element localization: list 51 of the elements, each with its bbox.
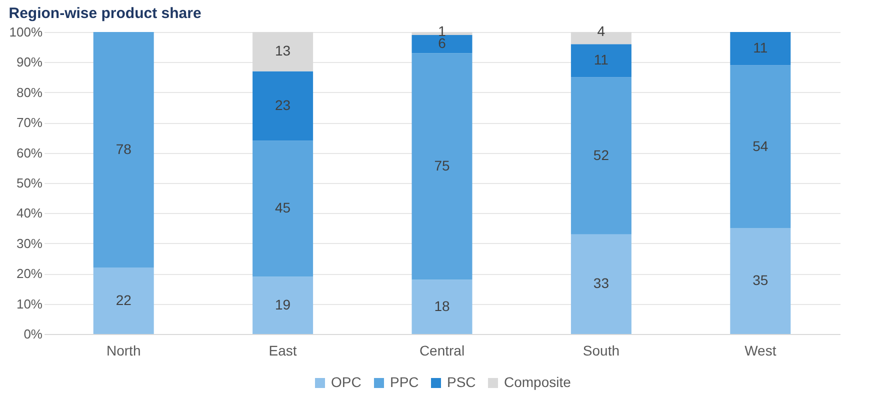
y-tick-label: 100% — [9, 24, 43, 40]
data-label: 11 — [594, 52, 609, 68]
y-tick-label: 40% — [16, 206, 43, 221]
x-tick-label: East — [268, 342, 297, 358]
bar — [570, 77, 632, 234]
data-label: 33 — [593, 275, 610, 292]
bar — [412, 35, 472, 54]
legend-label: PSC — [447, 374, 476, 390]
bar — [570, 234, 632, 334]
legend-label: Composite — [504, 374, 572, 390]
x-tick-label: West — [744, 342, 776, 358]
bar — [730, 65, 791, 228]
data-label: 19 — [275, 296, 291, 312]
data-label: 18 — [434, 298, 450, 314]
data-label: 11 — [753, 40, 768, 56]
y-tick-label: 90% — [16, 54, 43, 70]
data-label: 54 — [752, 138, 768, 154]
bar — [252, 140, 314, 277]
y-tick-label: 10% — [16, 296, 43, 312]
bar — [252, 32, 314, 72]
bar — [730, 228, 791, 334]
bar — [412, 280, 472, 334]
bar — [252, 276, 314, 334]
data-label: 13 — [275, 42, 291, 59]
chart-title: Region-wise product share — [8, 5, 202, 22]
y-tick-label: 50% — [16, 176, 43, 190]
y-tick-label: 80% — [16, 84, 43, 100]
x-tick-label: North — [106, 342, 141, 358]
y-tick-label: 70% — [16, 115, 43, 130]
legend-label: PPC — [390, 374, 419, 390]
data-label: 4 — [597, 23, 606, 39]
bar — [730, 32, 791, 66]
data-label: 23 — [275, 96, 291, 113]
data-label: 45 — [275, 200, 291, 216]
data-label: 35 — [752, 272, 768, 288]
y-tick-label: 30% — [16, 236, 43, 251]
bar — [93, 32, 154, 268]
y-tick-label: 60% — [16, 145, 43, 160]
data-label: 78 — [116, 140, 132, 157]
data-label: 75 — [434, 157, 450, 174]
x-tick-label: South — [582, 342, 620, 358]
bar — [252, 71, 314, 141]
x-tick-label: Central — [419, 342, 465, 358]
data-label: 22 — [116, 292, 132, 308]
legend-label: OPC — [331, 374, 362, 390]
y-tick-label: 20% — [16, 266, 43, 282]
bar — [570, 44, 632, 78]
bar — [93, 268, 154, 334]
bar — [412, 53, 472, 280]
y-tick-label: 0% — [24, 326, 43, 342]
data-label: 52 — [593, 146, 610, 163]
